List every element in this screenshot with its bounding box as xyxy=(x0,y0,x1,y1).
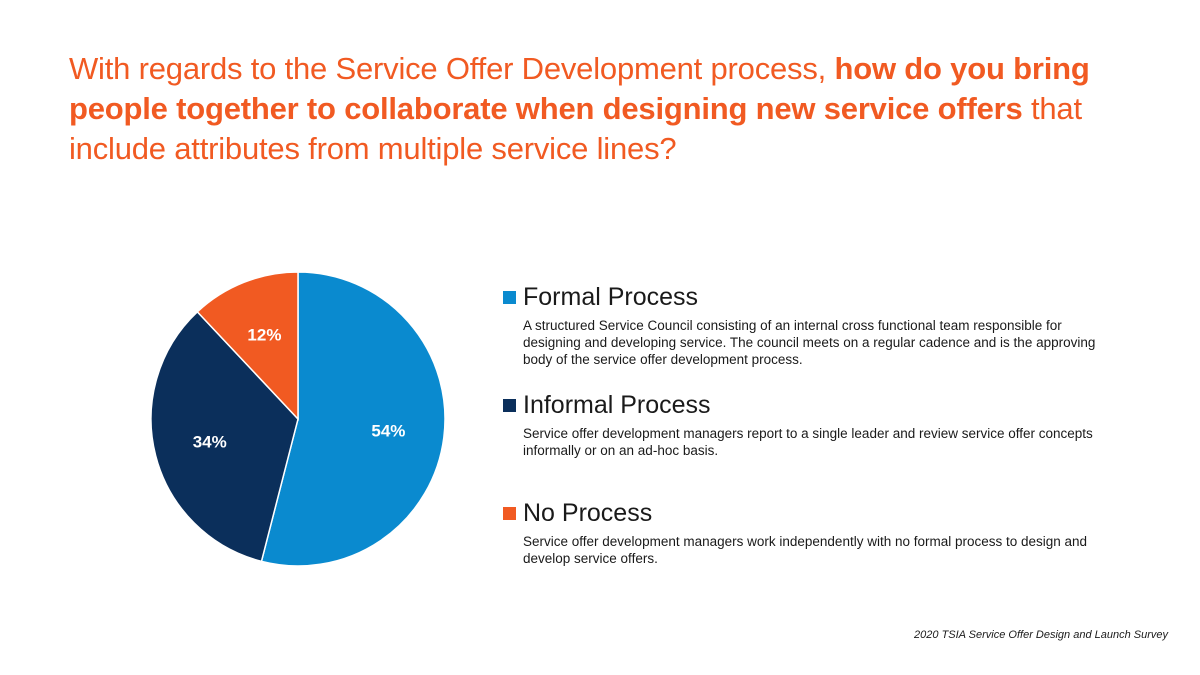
legend-swatch-none xyxy=(503,506,516,520)
pie-label-formal: 54% xyxy=(371,421,405,440)
legend-label-informal: Informal Process xyxy=(523,391,711,419)
pie-slice-informal xyxy=(150,310,299,563)
legend-label-formal: Formal Process xyxy=(523,283,699,311)
legend-item-formal: Formal Process A structured Service Coun… xyxy=(503,283,1103,368)
legend-item-none: No Process Service offer development man… xyxy=(503,499,1103,567)
source-note: 2020 TSIA Service Offer Design and Launc… xyxy=(914,629,1168,641)
pie-label-none: 12% xyxy=(247,325,281,344)
legend-label-none: No Process xyxy=(523,499,653,527)
title-part-bold: how do you bring people together to coll… xyxy=(69,51,1090,126)
legend-description-none: Service offer development managers work … xyxy=(523,534,1088,566)
legend-swatch-formal xyxy=(503,290,516,304)
legend-description-formal: A structured Service Council consisting … xyxy=(523,318,1096,367)
title-part-regular: With regards to the Service Offer Develo… xyxy=(69,51,835,86)
slide-title: With regards to the Service Offer Develo… xyxy=(69,49,1149,169)
legend-item-informal: Informal Process Service offer developme… xyxy=(503,391,1103,459)
pie-chart: 54% 34% 12% xyxy=(150,271,446,567)
pie-slice-none xyxy=(196,271,299,421)
legend-swatch-informal xyxy=(503,398,516,412)
pie-label-informal: 34% xyxy=(193,433,227,452)
title-part-regular-end: that include attributes from multiple se… xyxy=(69,91,1082,166)
pie-slice-formal xyxy=(260,271,446,567)
legend-description-informal: Service offer development managers repor… xyxy=(523,426,1093,458)
